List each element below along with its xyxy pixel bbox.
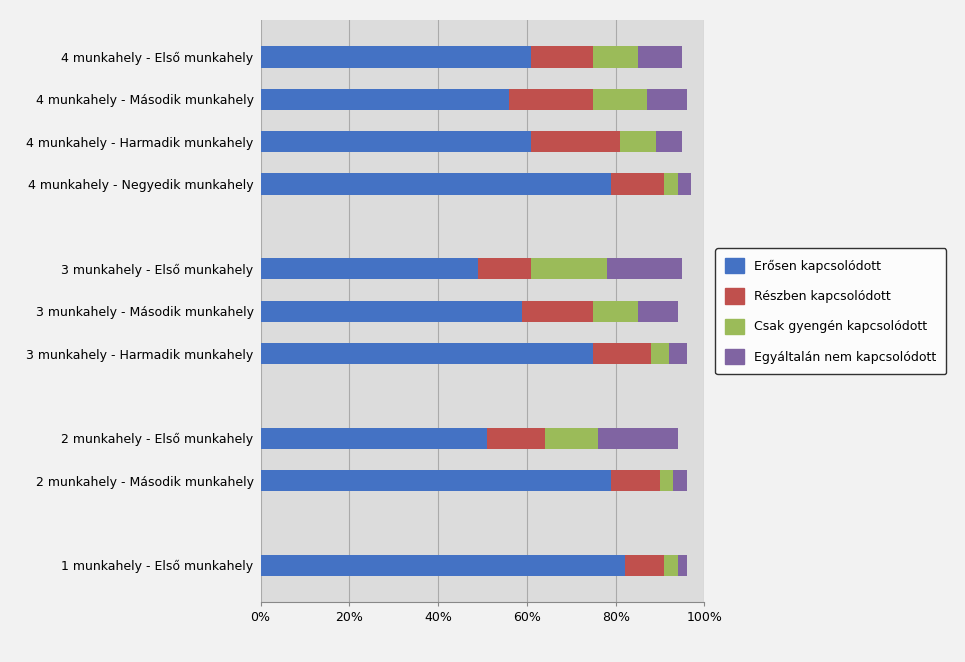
Bar bbox=[478, 258, 532, 279]
Bar bbox=[638, 301, 677, 322]
Bar bbox=[651, 343, 669, 364]
Bar bbox=[261, 343, 593, 364]
Bar bbox=[261, 428, 487, 449]
Bar bbox=[261, 131, 532, 152]
Bar bbox=[261, 173, 611, 195]
Bar bbox=[593, 301, 638, 322]
Bar bbox=[611, 173, 665, 195]
Legend: Erősen kapcsolódott, Részben kapcsolódott, Csak gyengén kapcsolódott, Egyáltalán: Erősen kapcsolódott, Részben kapcsolódot… bbox=[715, 248, 946, 374]
Bar bbox=[677, 555, 687, 576]
Bar bbox=[607, 258, 682, 279]
Bar bbox=[261, 470, 611, 491]
Bar bbox=[532, 131, 620, 152]
Bar bbox=[660, 470, 674, 491]
Bar bbox=[532, 258, 607, 279]
Bar bbox=[611, 470, 660, 491]
Bar bbox=[593, 89, 647, 110]
Bar bbox=[598, 428, 677, 449]
Bar bbox=[593, 343, 651, 364]
Bar bbox=[532, 46, 593, 68]
Bar bbox=[638, 46, 682, 68]
Bar bbox=[665, 555, 677, 576]
Bar bbox=[624, 555, 665, 576]
Bar bbox=[261, 258, 478, 279]
Bar bbox=[510, 89, 593, 110]
Bar bbox=[522, 301, 593, 322]
Bar bbox=[261, 301, 522, 322]
Bar bbox=[669, 343, 687, 364]
Bar bbox=[261, 89, 510, 110]
Bar bbox=[261, 555, 624, 576]
Bar bbox=[655, 131, 682, 152]
Bar bbox=[487, 428, 544, 449]
Bar bbox=[620, 131, 655, 152]
Bar bbox=[665, 173, 677, 195]
Bar bbox=[261, 46, 532, 68]
Bar bbox=[677, 173, 691, 195]
Bar bbox=[593, 46, 638, 68]
Bar bbox=[544, 428, 598, 449]
Bar bbox=[674, 470, 687, 491]
Bar bbox=[647, 89, 687, 110]
